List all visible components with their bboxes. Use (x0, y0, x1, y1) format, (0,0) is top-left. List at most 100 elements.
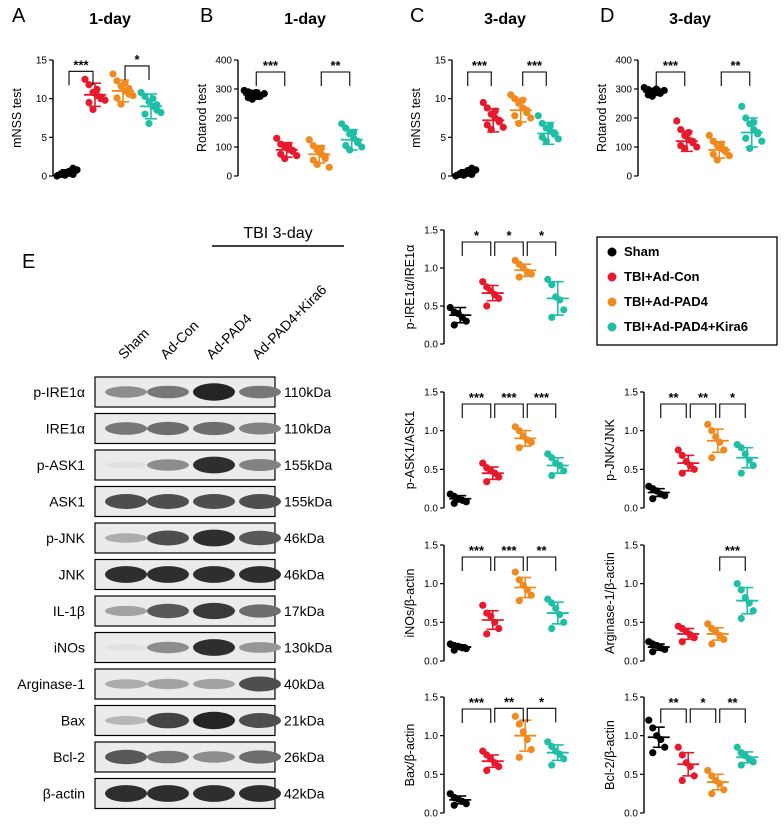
series-group-1 (479, 459, 504, 486)
y-tick-label: 0.0 (624, 657, 638, 668)
y-tick-label: 1.5 (624, 388, 638, 399)
series-group-1 (674, 446, 700, 477)
data-point (690, 465, 698, 473)
significance-bracket: * (124, 52, 150, 80)
series-group-3 (137, 88, 165, 128)
series-group-0 (446, 790, 472, 809)
chart-title: 1-day (89, 11, 131, 28)
data-point (661, 645, 669, 654)
data-point (101, 96, 109, 104)
series-group-2 (705, 131, 733, 164)
y-axis-label: p-IRE1α/IRE1α (403, 245, 417, 330)
bracket-line (719, 403, 746, 418)
series-group-0 (240, 86, 268, 103)
blot-band (239, 642, 281, 653)
data-point (515, 273, 523, 281)
bracket-line (660, 403, 687, 418)
protein-label: ASK1 (49, 494, 85, 510)
data-point (645, 716, 653, 724)
blot-band (147, 678, 189, 690)
protein-label: Bcl-2 (53, 749, 85, 765)
blot-band (193, 421, 235, 436)
blot-band (105, 679, 147, 689)
data-point (548, 281, 556, 289)
significance-bracket: *** (526, 390, 557, 418)
significance-bracket: * (719, 390, 746, 418)
data-point (285, 141, 293, 150)
data-point (678, 638, 686, 646)
chart-title: 1-day (284, 11, 326, 28)
data-point (713, 156, 721, 164)
series-group-2 (507, 91, 535, 128)
significance-label: *** (469, 543, 485, 558)
y-tick-label: 100 (615, 143, 632, 154)
y-tick-label: 0.0 (624, 504, 638, 515)
molecular-weight-label: 17kDa (284, 603, 325, 619)
data-point (708, 790, 716, 798)
significance-bracket: * (689, 695, 717, 723)
significance-bracket: ** (689, 390, 717, 418)
significance-label: ** (668, 390, 679, 405)
blot-band (105, 566, 147, 583)
protein-label: p-ASK1 (37, 457, 85, 473)
data-point (487, 126, 495, 134)
chart-arg: 0.0 0.5 1.0 1.5 Arginase-1/β-actin *** (603, 541, 759, 668)
y-tick-label: 15 (36, 56, 48, 67)
significance-bracket: *** (461, 695, 492, 723)
blot-band (239, 422, 281, 435)
y-tick-label: 0.0 (424, 340, 438, 351)
bracket-line (461, 241, 492, 256)
y-axis-label: Rotarod test (195, 83, 209, 152)
protein-label: β-actin (43, 786, 85, 802)
data-point (472, 166, 480, 174)
data-point (685, 128, 693, 137)
y-tick-label: 0.5 (424, 302, 438, 313)
data-point (749, 607, 757, 615)
data-point (725, 152, 733, 160)
significance-bracket: *** (719, 543, 746, 571)
data-point (450, 499, 458, 507)
data-point (720, 446, 728, 454)
molecular-weight-label: 26kDa (284, 749, 325, 765)
protein-label: JNK (59, 567, 86, 583)
data-point (515, 576, 523, 584)
data-point (556, 296, 564, 304)
series-group-0 (446, 490, 472, 507)
data-point (657, 735, 665, 744)
y-tick-label: 0.5 (624, 770, 638, 781)
data-point (483, 104, 491, 112)
data-point (483, 302, 491, 310)
y-axis-label: Bcl-2/β-actin (603, 720, 617, 790)
y-axis-label: Bax/β-actin (403, 724, 417, 787)
data-point (450, 801, 458, 809)
data-point (742, 114, 750, 122)
bracket-line (461, 403, 492, 418)
data-point (548, 313, 556, 321)
data-point (548, 599, 556, 607)
bracket-line (660, 708, 687, 723)
bracket-line (689, 403, 717, 418)
data-point (677, 126, 685, 134)
series-group-2 (511, 256, 537, 281)
blot-band (147, 494, 189, 509)
lane-label: Sham (115, 325, 152, 362)
chart-title: 3-day (484, 11, 526, 28)
data-point (534, 112, 542, 120)
data-point (495, 624, 503, 633)
y-tick-label: 1.5 (424, 226, 438, 237)
y-tick-label: 1.5 (624, 693, 638, 704)
data-point (708, 640, 716, 648)
blot-row: IL-1β 17kDa (53, 595, 325, 627)
panel-letter: C (410, 5, 424, 27)
panel-letter: B (200, 5, 213, 27)
data-point (661, 743, 669, 751)
panel-letter: E (22, 251, 35, 273)
legend-label: Sham (624, 244, 659, 259)
significance-bracket: * (461, 228, 492, 256)
data-point (708, 427, 716, 435)
bracket-line (655, 71, 686, 86)
